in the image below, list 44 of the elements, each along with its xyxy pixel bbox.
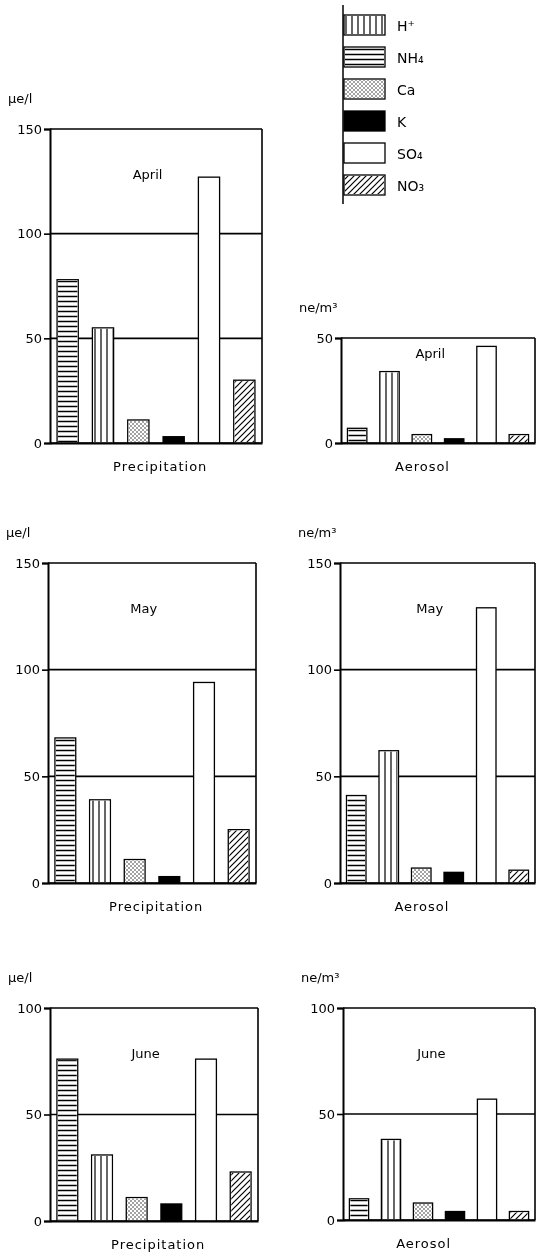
y-tick-label: 50 <box>316 330 333 346</box>
text: May <box>416 601 444 616</box>
y-tick-label: 50 <box>315 768 332 784</box>
y-tick-label: 100 <box>17 1000 42 1016</box>
y-tick-label: 100 <box>15 662 40 678</box>
y-tick-label: 0 <box>31 875 40 891</box>
y-tick-label: 0 <box>33 1213 42 1229</box>
y-axis-title: ne/m³ <box>299 300 338 315</box>
y-axis-title: μe/l <box>8 970 33 985</box>
y-tick-label: 150 <box>15 555 40 571</box>
legend-label: NO₃ <box>397 178 425 194</box>
y-tick-label: 0 <box>323 875 332 891</box>
y-axis-title: μe/l <box>6 525 31 540</box>
y-tick-label: 100 <box>310 1000 335 1016</box>
x-axis-title: Aerosol <box>394 899 450 914</box>
y-tick-label: 0 <box>324 435 333 451</box>
text: May <box>130 601 158 616</box>
y-tick-label: 50 <box>25 1107 42 1123</box>
text: April <box>132 167 163 182</box>
y-axis-title: μe/l <box>8 91 33 106</box>
text: June <box>130 1046 160 1061</box>
x-axis-title: Aerosol <box>396 1236 452 1251</box>
y-tick-label: 100 <box>307 662 332 678</box>
y-tick-label: 0 <box>33 435 42 451</box>
legend-label: Ca <box>397 82 416 98</box>
x-axis-title: Aerosol <box>394 459 450 474</box>
legend-label: NH₄ <box>397 50 424 66</box>
x-axis-title: Precipitation <box>111 1237 206 1252</box>
y-tick-label: 50 <box>25 330 42 346</box>
y-tick-label: 50 <box>23 768 40 784</box>
y-axis-title: ne/m³ <box>298 525 337 540</box>
text: April <box>415 346 446 361</box>
y-tick-label: 150 <box>307 555 332 571</box>
x-axis-title: Precipitation <box>109 899 204 914</box>
y-axis-title: ne/m³ <box>301 970 340 985</box>
legend-label: H⁺ <box>397 18 415 34</box>
y-tick-label: 50 <box>318 1106 335 1122</box>
x-axis-title: Precipitation <box>113 459 208 474</box>
text: June <box>416 1046 446 1061</box>
y-tick-label: 100 <box>17 226 42 242</box>
y-tick-label: 150 <box>17 121 42 137</box>
y-tick-label: 0 <box>326 1212 335 1228</box>
legend-label: K <box>397 114 407 130</box>
legend-label: SO₄ <box>397 146 423 162</box>
